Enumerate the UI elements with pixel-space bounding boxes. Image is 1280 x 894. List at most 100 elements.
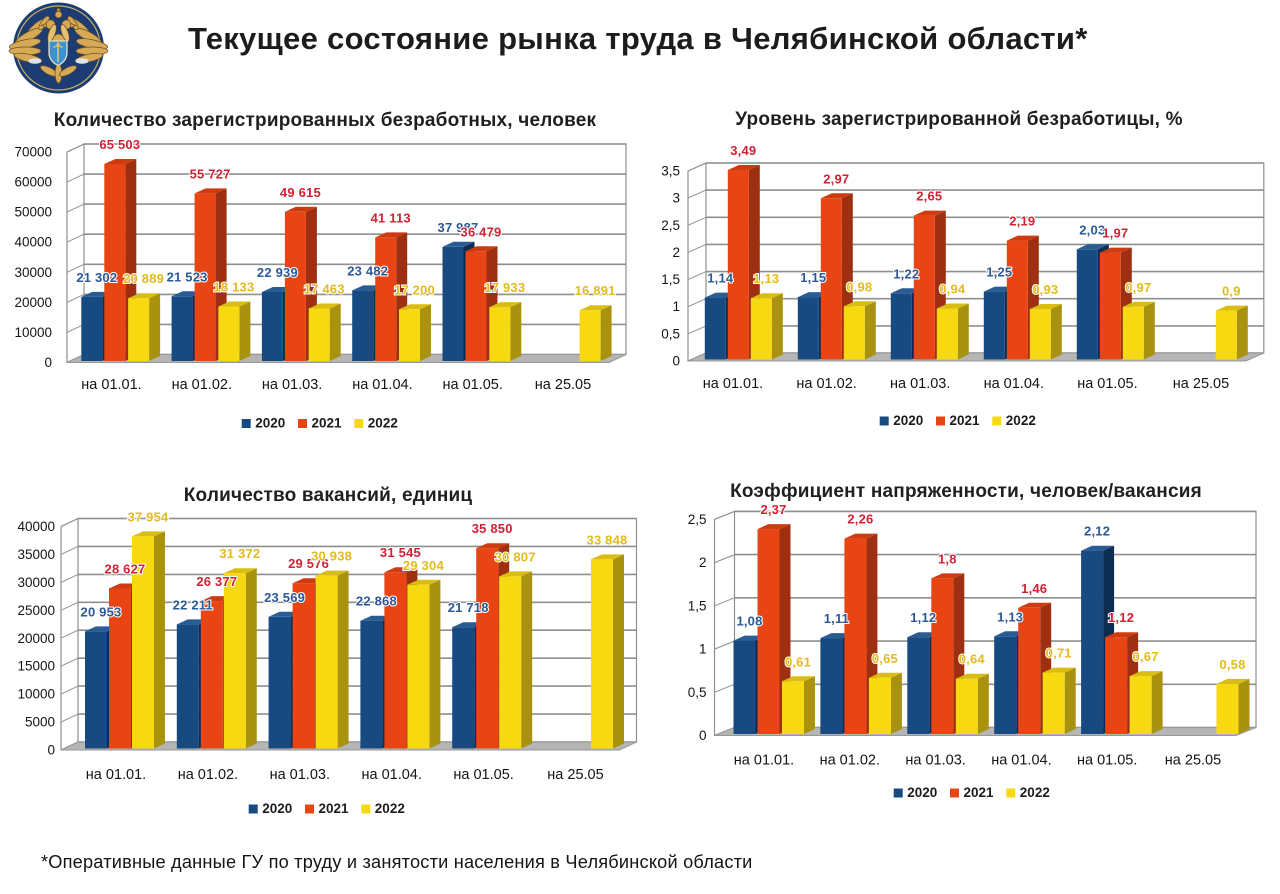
svg-text:на 01.02.: на 01.02. [178, 767, 238, 783]
svg-text:33 848: 33 848 [587, 532, 628, 547]
svg-text:2020: 2020 [893, 413, 923, 428]
svg-text:2,03: 2,03 [1079, 222, 1105, 237]
svg-text:2020: 2020 [255, 416, 285, 431]
svg-text:49 615: 49 615 [280, 185, 321, 200]
svg-text:на 25.05: на 25.05 [547, 767, 603, 783]
svg-text:1: 1 [672, 299, 680, 314]
svg-text:1,25: 1,25 [986, 265, 1012, 280]
svg-text:на 01.02.: на 01.02. [820, 753, 880, 769]
svg-text:2,12: 2,12 [1084, 524, 1110, 539]
svg-text:21 523: 21 523 [167, 269, 208, 284]
svg-text:0,67: 0,67 [1133, 649, 1159, 664]
svg-text:2022: 2022 [375, 801, 405, 816]
svg-text:1: 1 [699, 642, 707, 657]
svg-text:30000: 30000 [17, 575, 55, 590]
svg-text:29 576: 29 576 [288, 556, 329, 571]
svg-text:на 25.05: на 25.05 [535, 377, 591, 393]
svg-text:1,8: 1,8 [938, 551, 957, 566]
svg-text:23 569: 23 569 [264, 590, 305, 605]
svg-text:2022: 2022 [1006, 413, 1036, 428]
svg-text:на 01.05.: на 01.05. [1077, 753, 1137, 769]
svg-text:Количество вакансий, единиц: Количество вакансий, единиц [184, 485, 473, 506]
svg-text:0,58: 0,58 [1219, 657, 1245, 672]
svg-text:2,97: 2,97 [823, 171, 849, 186]
svg-text:10000: 10000 [17, 687, 55, 702]
svg-text:2: 2 [672, 245, 680, 260]
svg-text:22 868: 22 868 [356, 594, 397, 609]
svg-text:65 503: 65 503 [99, 137, 140, 152]
svg-text:1,22: 1,22 [893, 266, 919, 281]
svg-text:0,5: 0,5 [661, 326, 680, 341]
svg-text:на 01.03.: на 01.03. [890, 376, 950, 392]
svg-text:на 01.05.: на 01.05. [1077, 376, 1137, 392]
svg-text:50000: 50000 [14, 205, 52, 220]
svg-text:на 01.05.: на 01.05. [453, 767, 513, 783]
svg-text:20 889: 20 889 [123, 271, 164, 286]
svg-text:на 01.01.: на 01.01. [86, 767, 146, 783]
svg-text:30 807: 30 807 [495, 549, 536, 564]
svg-text:3,5: 3,5 [661, 164, 680, 179]
svg-text:2,65: 2,65 [916, 189, 942, 204]
svg-text:31 545: 31 545 [380, 545, 421, 560]
svg-text:Уровень зарегистрированной без: Уровень зарегистрированной безработицы, … [735, 109, 1182, 130]
svg-text:Количество зарегистрированных: Количество зарегистрированных безработны… [54, 110, 597, 131]
svg-text:на 25.05: на 25.05 [1173, 376, 1229, 392]
svg-text:40000: 40000 [14, 235, 52, 250]
svg-text:2020: 2020 [907, 785, 937, 800]
svg-text:0: 0 [672, 354, 680, 369]
svg-text:1,12: 1,12 [910, 610, 936, 625]
svg-text:Текущее состояние рынка труда: Текущее состояние рынка труда в Челябинс… [188, 21, 1088, 56]
svg-text:на 01.01.: на 01.01. [703, 376, 763, 392]
svg-text:35000: 35000 [17, 547, 55, 562]
svg-text:на 01.01.: на 01.01. [81, 377, 141, 393]
svg-text:1,5: 1,5 [688, 598, 707, 613]
svg-text:на 01.02.: на 01.02. [796, 376, 856, 392]
svg-text:20 953: 20 953 [81, 604, 122, 619]
svg-text:1,14: 1,14 [707, 271, 734, 286]
svg-text:3,49: 3,49 [730, 143, 756, 158]
svg-text:10000: 10000 [14, 325, 52, 340]
svg-text:55 727: 55 727 [190, 166, 231, 181]
svg-text:2,37: 2,37 [760, 502, 786, 517]
svg-text:41 113: 41 113 [371, 210, 411, 225]
svg-text:0,65: 0,65 [872, 651, 898, 666]
svg-text:2,5: 2,5 [688, 512, 707, 527]
svg-text:37 987: 37 987 [438, 220, 479, 235]
svg-text:на 01.03.: на 01.03. [905, 753, 965, 769]
svg-text:36 479: 36 479 [461, 224, 502, 239]
svg-text:17 933: 17 933 [484, 280, 525, 295]
svg-text:2021: 2021 [950, 413, 981, 428]
svg-text:на 01.03.: на 01.03. [270, 767, 330, 783]
svg-text:0,64: 0,64 [959, 652, 986, 667]
svg-text:21 302: 21 302 [76, 270, 117, 285]
svg-text:17 463: 17 463 [304, 282, 345, 297]
svg-text:2021: 2021 [312, 416, 343, 431]
svg-text:1,5: 1,5 [661, 272, 680, 287]
svg-text:*Оперативные данные ГУ по труд: *Оперативные данные ГУ по труду и занято… [41, 852, 753, 872]
svg-text:на 01.04.: на 01.04. [352, 377, 412, 393]
svg-text:Коэффициент напряженности, чел: Коэффициент напряженности, человек/вакан… [730, 481, 1202, 502]
svg-text:0,94: 0,94 [939, 282, 966, 297]
svg-text:22 939: 22 939 [257, 265, 298, 280]
svg-text:1,13: 1,13 [753, 271, 779, 286]
svg-text:1,08: 1,08 [736, 614, 762, 629]
svg-text:16 891: 16 891 [575, 283, 616, 298]
svg-text:35 850: 35 850 [472, 521, 513, 536]
svg-text:1,12: 1,12 [1108, 610, 1134, 625]
svg-text:23 482: 23 482 [347, 263, 388, 278]
svg-text:2021: 2021 [964, 785, 995, 800]
svg-text:37 954: 37 954 [128, 509, 170, 524]
svg-text:1,11: 1,11 [824, 611, 849, 626]
svg-text:2,19: 2,19 [1009, 214, 1035, 229]
svg-text:22 211: 22 211 [173, 597, 213, 612]
svg-text:на 25.05: на 25.05 [1165, 753, 1221, 769]
svg-text:28 627: 28 627 [105, 562, 146, 577]
svg-text:на 01.04.: на 01.04. [984, 376, 1044, 392]
svg-text:3: 3 [672, 191, 680, 206]
svg-text:0,93: 0,93 [1032, 282, 1058, 297]
svg-text:0,5: 0,5 [688, 685, 707, 700]
svg-text:26 377: 26 377 [196, 574, 237, 589]
svg-text:20000: 20000 [14, 295, 52, 310]
svg-text:2,5: 2,5 [661, 218, 680, 233]
svg-text:20000: 20000 [17, 631, 55, 646]
